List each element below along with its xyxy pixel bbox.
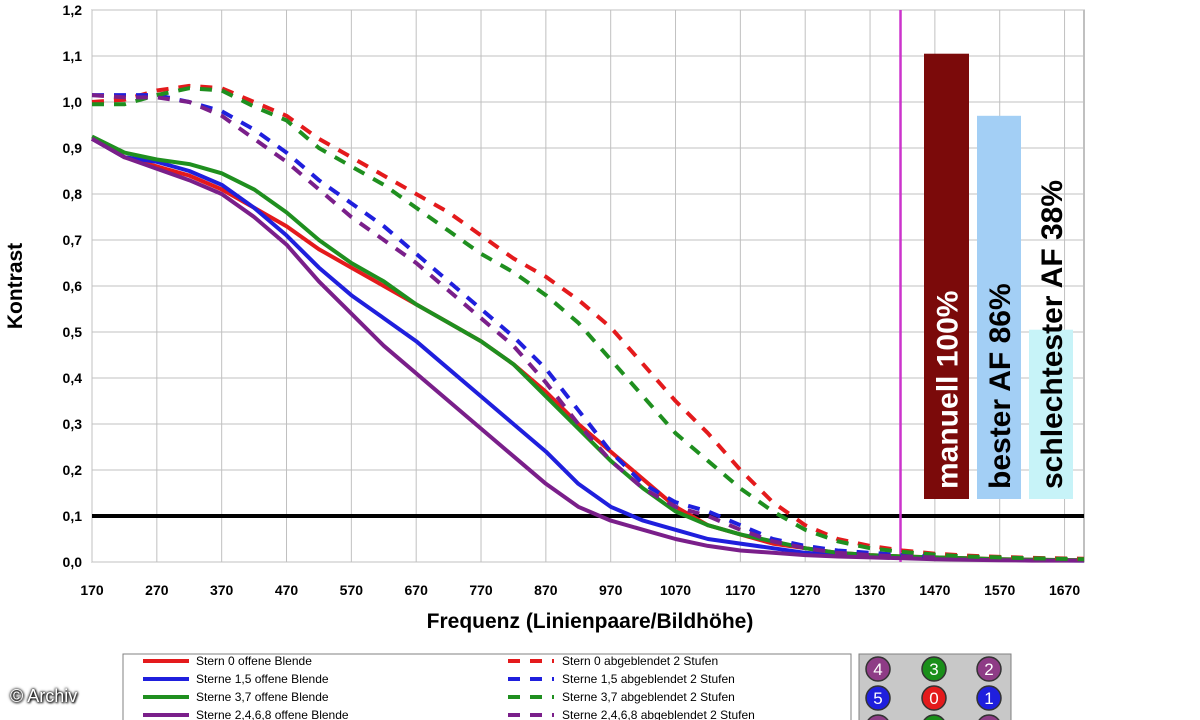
x-tick-label: 770 — [469, 582, 493, 598]
x-tick-label: 1470 — [919, 582, 950, 598]
position-badge-label: 2 — [984, 660, 993, 679]
bar-label: schlechtester AF 38% — [1036, 180, 1069, 489]
credit-text: © Archiv — [10, 686, 78, 706]
position-badge — [867, 714, 889, 720]
y-tick-label: 0,1 — [63, 508, 83, 524]
bar-label: bester AF 86% — [984, 283, 1017, 489]
y-tick-label: 0,2 — [63, 462, 83, 478]
series-line — [92, 93, 935, 559]
sensor-position-badges: 4 3 2 5 0 1 — [858, 653, 1012, 720]
y-tick-label: 0,4 — [63, 370, 83, 386]
y-tick-label: 1,0 — [63, 94, 83, 110]
legend-label: Sterne 3,7 abgeblendet 2 Stufen — [562, 690, 735, 704]
legend-label: Stern 0 abgeblendet 2 Stufen — [562, 654, 718, 668]
position-badge — [976, 656, 1002, 682]
bar — [1029, 329, 1073, 499]
position-badge — [923, 714, 945, 720]
position-badge — [978, 714, 1000, 720]
x-tick-label: 1070 — [660, 582, 691, 598]
position-badge — [865, 685, 891, 711]
x-tick-label: 170 — [80, 582, 104, 598]
series-group — [91, 83, 1085, 563]
x-tick-label: 470 — [275, 582, 299, 598]
position-badge-label: 3 — [929, 660, 938, 679]
y-tick-label: 0,9 — [63, 140, 83, 156]
x-tick-label: 1270 — [790, 582, 821, 598]
position-badge — [976, 685, 1002, 711]
bar-label: manuell 100% — [932, 291, 965, 489]
y-tick-label: 0,3 — [63, 416, 83, 432]
y-tick-label: 1,2 — [63, 2, 83, 18]
position-badge — [865, 656, 891, 682]
x-tick-label: 1370 — [854, 582, 885, 598]
legend-label: Sterne 1,5 offene Blende — [196, 672, 329, 686]
position-badge-label: 4 — [873, 660, 882, 679]
y-axis-title: Kontrast — [4, 243, 27, 329]
x-tick-label: 370 — [210, 582, 234, 598]
x-tick-label: 870 — [534, 582, 558, 598]
legend-label: Sterne 1,5 abgeblendet 2 Stufen — [562, 672, 735, 686]
legend: Stern 0 offene Blende Sterne 1,5 offene B… — [122, 653, 852, 720]
position-badge-label: 1 — [984, 689, 993, 708]
legend-label: Sterne 2,4,6,8 abgeblendet 2 Stufen — [562, 708, 755, 720]
position-badge — [921, 685, 947, 711]
x-tick-label: 1570 — [984, 582, 1015, 598]
y-tick-label: 0,6 — [63, 278, 83, 294]
x-tick-label: 670 — [405, 582, 429, 598]
bar-group: manuell 100% bester AF 86% schlechtester A… — [924, 53, 1073, 500]
y-tick-labels: 0,0 0,1 0,2 0,3 0,4 0,5 0,6 0,7 0,8 0,9 1,0 1,1 1,2 — [63, 2, 83, 570]
x-tick-label: 970 — [599, 582, 623, 598]
position-badge-label: 5 — [873, 689, 882, 708]
x-tick-label: 1670 — [1049, 582, 1080, 598]
legend-label: Sterne 2,4,6,8 offene Blende — [196, 708, 349, 720]
y-tick-label: 0,7 — [63, 232, 83, 248]
legend-box — [122, 653, 852, 720]
y-tick-label: 1,1 — [63, 48, 83, 64]
position-badge — [921, 656, 947, 682]
bar — [977, 115, 1021, 500]
x-tick-label: 1170 — [725, 582, 756, 598]
bar — [924, 53, 969, 499]
legend-label: Stern 0 offene Blende — [196, 654, 312, 668]
y-tick-label: 0,0 — [63, 554, 83, 570]
position-badge-label: 0 — [929, 689, 938, 708]
x-tick-labels: 170 270 370 470 570 670 770 870 970 1070 1170 1270 1… — [80, 582, 1080, 598]
y-tick-label: 0,5 — [63, 324, 83, 340]
legend-label: Sterne 3,7 offene Blende — [196, 690, 329, 704]
reference-lines — [92, 10, 1084, 562]
x-axis-title: Frequenz (Linienpaare/Bildhöhe) — [427, 610, 754, 633]
y-tick-label: 0,8 — [63, 186, 83, 202]
series-line — [91, 93, 935, 560]
x-tick-label: 570 — [340, 582, 364, 598]
series-line — [92, 86, 1085, 562]
x-tick-label: 270 — [145, 582, 169, 598]
